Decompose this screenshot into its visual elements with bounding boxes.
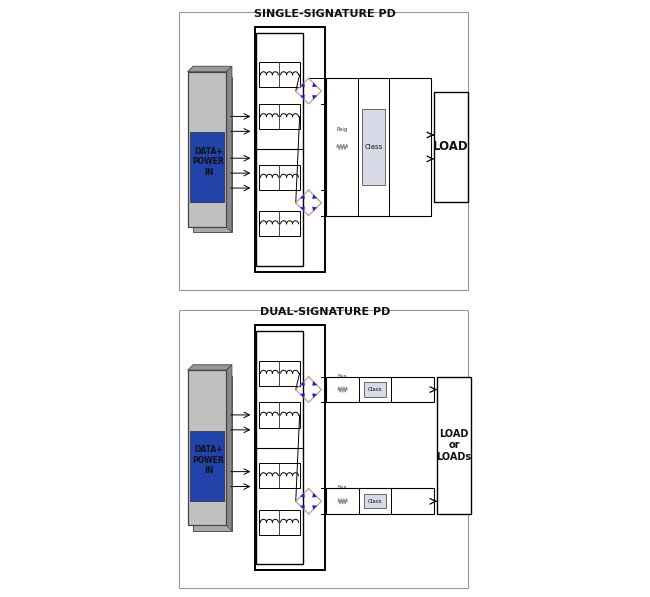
Text: Rsig: Rsig [338, 485, 347, 490]
Text: DUAL-SIGNATURE PD: DUAL-SIGNATURE PD [260, 307, 390, 318]
Polygon shape [313, 493, 317, 497]
Bar [437, 377, 471, 514]
Bar [326, 377, 434, 402]
Bar [255, 27, 325, 272]
Polygon shape [300, 493, 305, 497]
Polygon shape [226, 365, 232, 531]
Text: Rsig: Rsig [338, 374, 347, 378]
Bar [256, 33, 303, 266]
Bar [259, 104, 300, 130]
Bar [259, 402, 300, 428]
Bar [259, 62, 300, 87]
Bar [256, 331, 303, 564]
Polygon shape [188, 66, 232, 72]
Bar [190, 431, 224, 501]
Bar [362, 109, 385, 184]
Text: LOAD
or
LOADs: LOAD or LOADs [437, 429, 472, 462]
Bar [259, 361, 300, 386]
Polygon shape [300, 195, 305, 199]
Text: Rsig: Rsig [337, 127, 348, 132]
Bar [259, 463, 300, 488]
Text: LOAD: LOAD [434, 140, 469, 153]
Bar [193, 376, 232, 531]
Polygon shape [300, 381, 305, 386]
Text: Class: Class [365, 144, 383, 150]
Bar [190, 133, 224, 202]
Bar [259, 510, 300, 535]
Text: DATA+
POWER
IN: DATA+ POWER IN [192, 445, 224, 475]
Bar [326, 488, 434, 514]
Bar [434, 92, 468, 202]
Polygon shape [313, 95, 317, 99]
Polygon shape [300, 393, 305, 398]
Polygon shape [300, 207, 305, 211]
Polygon shape [313, 393, 317, 398]
Bar [363, 494, 386, 509]
Bar [259, 211, 300, 236]
Bar [188, 72, 226, 227]
Polygon shape [313, 195, 317, 199]
Polygon shape [313, 505, 317, 509]
Bar [326, 78, 431, 216]
Text: DATA+
POWER
IN: DATA+ POWER IN [192, 147, 224, 177]
Bar [363, 383, 386, 396]
Bar [255, 325, 325, 570]
Bar [259, 165, 300, 190]
Polygon shape [226, 66, 232, 232]
Polygon shape [313, 207, 317, 211]
Text: Class: Class [368, 499, 382, 504]
Bar [193, 77, 232, 232]
Polygon shape [300, 95, 305, 99]
Text: SINGLE-SIGNATURE PD: SINGLE-SIGNATURE PD [254, 9, 396, 19]
Polygon shape [313, 381, 317, 386]
Polygon shape [300, 505, 305, 509]
Text: Class: Class [368, 387, 382, 392]
Bar [188, 370, 226, 525]
Polygon shape [188, 365, 232, 370]
Polygon shape [313, 83, 317, 87]
Polygon shape [300, 83, 305, 87]
